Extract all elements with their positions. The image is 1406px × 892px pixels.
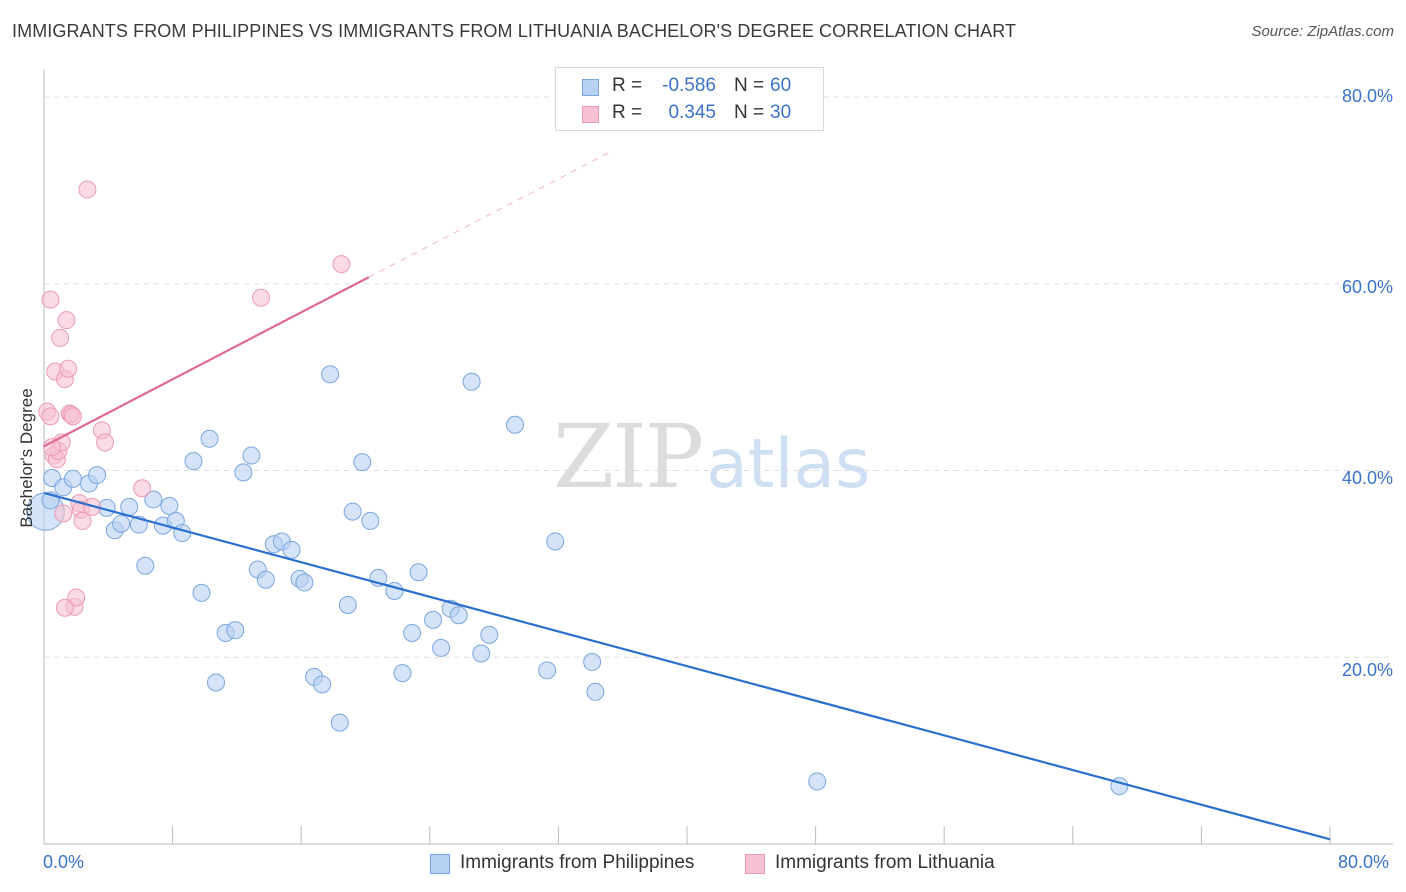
lithuania-point-17 [67, 588, 86, 607]
lithuania-point-29 [43, 438, 62, 457]
watermark-atlas: atlas [706, 425, 871, 504]
philippines-point-11 [136, 556, 155, 575]
y-tick-label-40: 40.0% [1341, 468, 1393, 488]
philippines-point-38 [353, 453, 372, 472]
x-tick-label-80: 80.0% [1338, 852, 1390, 872]
philippines-point-49 [462, 372, 481, 391]
lithuania-point-24 [96, 433, 115, 452]
philippines-point-53 [538, 661, 557, 680]
philippines-point-5 [88, 466, 107, 485]
philippines-point-24 [242, 446, 261, 465]
philippines-point-14 [160, 496, 179, 515]
legend-row-philippines: R = -0.586 N = 60 [556, 73, 823, 101]
philippines-point-20 [207, 673, 226, 692]
philippines-point-43 [403, 623, 422, 642]
philippines-point-37 [343, 502, 362, 521]
lithuania-legend-swatch [745, 854, 765, 874]
r-label: R = [612, 75, 643, 96]
n-value: 30 [770, 102, 792, 123]
stats-legend: R = -0.586 N = 60 R = 0.345 N = 30 [555, 67, 824, 131]
philippines-point-19 [200, 429, 219, 448]
philippines-point-23 [234, 463, 253, 482]
watermark-zip: ZIP [553, 405, 704, 508]
lithuania-point-21 [78, 180, 97, 199]
philippines-swatch [582, 79, 599, 96]
philippines-point-22 [226, 621, 245, 640]
lithuania-point-25 [133, 479, 152, 498]
y-tick-label-20: 20.0% [1341, 660, 1393, 680]
philippines-point-48 [449, 606, 468, 625]
philippines-point-34 [321, 365, 340, 384]
source-label: Source: ZipAtlas.com [1251, 23, 1394, 40]
philippines-point-29 [282, 540, 301, 559]
n-value: 60 [770, 75, 792, 96]
philippines-point-12 [144, 490, 163, 509]
philippines-point-31 [295, 573, 314, 592]
philippines-point-39 [361, 511, 380, 530]
y-tick-label-80: 80.0% [1341, 86, 1393, 106]
philippines-point-18 [192, 583, 211, 602]
philippines-point-55 [583, 652, 602, 671]
r-value: 0.345 [668, 102, 716, 123]
lithuania-point-1 [41, 407, 60, 426]
r-label: R = [612, 102, 643, 123]
philippines-point-36 [338, 595, 357, 614]
lithuania-point-9 [54, 504, 73, 523]
philippines-point-42 [393, 664, 412, 683]
philippines-point-52 [505, 415, 524, 434]
philippines-point-44 [409, 563, 428, 582]
philippines-point-45 [424, 610, 443, 629]
y-tick-label-60: 60.0% [1341, 277, 1393, 297]
lithuania-trend-line [43, 276, 370, 448]
lithuania-point-27 [332, 255, 351, 274]
lithuania-trend-extension [368, 152, 609, 278]
watermark: ZIPatlas [553, 405, 870, 508]
lithuania-point-7 [51, 328, 70, 347]
lithuania-point-2 [41, 290, 60, 309]
philippines-point-56 [586, 682, 605, 701]
philippines-point-8 [112, 514, 131, 533]
lithuania-point-11 [57, 311, 76, 330]
lithuania-point-15 [63, 407, 82, 426]
philippines-point-33 [313, 675, 332, 694]
philippines-point-16 [173, 524, 192, 543]
lithuania-point-26 [252, 288, 271, 307]
legend-row-lithuania: R = 0.345 N = 30 [556, 100, 823, 128]
philippines-point-50 [472, 644, 491, 663]
n-label: N = [734, 75, 765, 96]
philippines-point-51 [480, 625, 499, 644]
philippines-point-54 [546, 532, 565, 551]
r-value: -0.586 [662, 75, 716, 96]
lithuania-point-28 [55, 598, 74, 617]
philippines-point-26 [256, 570, 275, 589]
philippines-legend-swatch [430, 854, 450, 874]
philippines-point-17 [184, 452, 203, 471]
philippines-point-9 [120, 497, 139, 516]
philippines-point-35 [330, 713, 349, 732]
n-label: N = [734, 102, 765, 123]
philippines-point-3 [63, 469, 82, 488]
lithuania-swatch [582, 106, 599, 123]
philippines-trend-line [43, 491, 1331, 841]
philippines-point-57 [808, 772, 827, 791]
philippines-point-46 [432, 638, 451, 657]
x-tick-label-0: 0.0% [43, 852, 85, 872]
y-axis-label: Bachelor's Degree [17, 388, 36, 528]
lithuania-point-12 [59, 359, 78, 378]
lithuania-legend-label: Immigrants from Lithuania [775, 852, 995, 873]
philippines-legend-label: Immigrants from Philippines [460, 852, 695, 873]
chart-title: IMMIGRANTS FROM PHILIPPINES VS IMMIGRANT… [12, 21, 1017, 41]
lithuania-point-20 [73, 511, 92, 530]
